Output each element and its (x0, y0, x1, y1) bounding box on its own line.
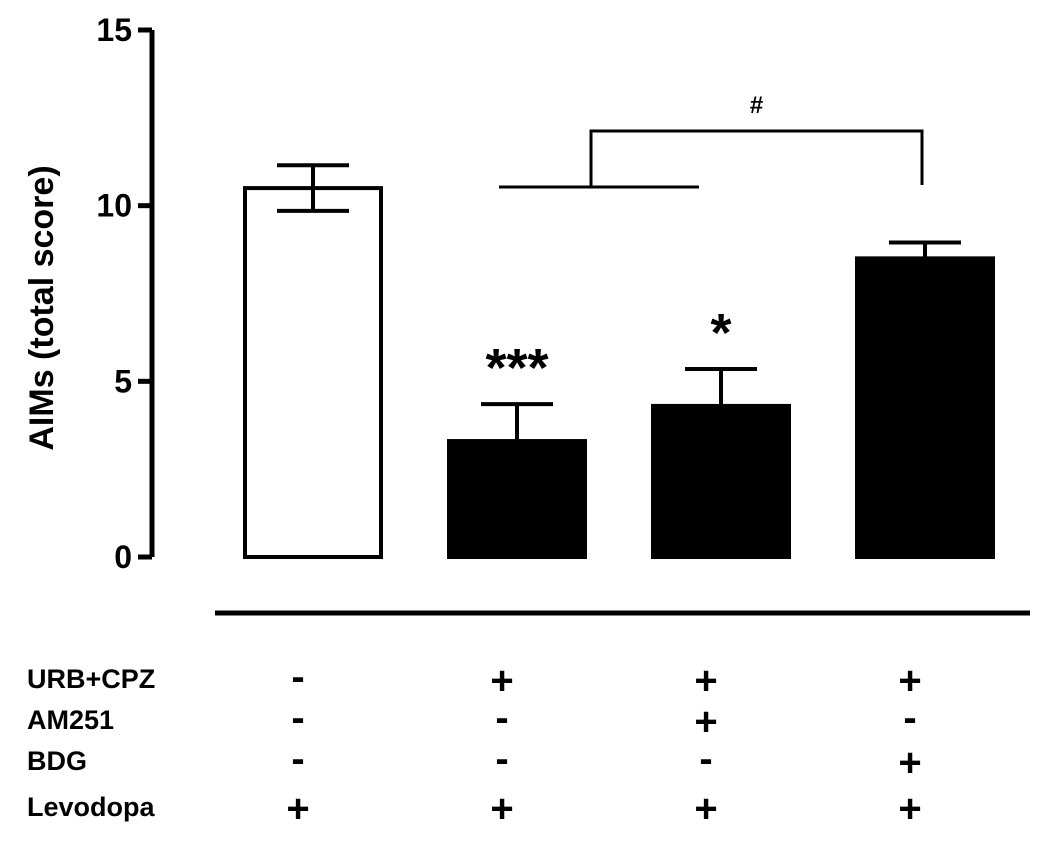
treatment-sign: + (694, 700, 717, 744)
bar (243, 186, 383, 559)
treatment-sign: - (903, 696, 916, 740)
y-axis-label: AIMs (total score) (23, 165, 61, 450)
significance-mark: * (710, 303, 731, 363)
treatment-label: Levodopa (27, 792, 155, 822)
treatment-sign: - (291, 655, 304, 699)
bracket-label: # (750, 92, 763, 119)
y-tick-label: 10 (96, 188, 132, 224)
bracket-path (589, 129, 924, 187)
treatment-sign: + (286, 787, 309, 831)
treatment-sign: + (898, 741, 921, 785)
treatment-sign: - (291, 737, 304, 781)
bar (855, 256, 995, 559)
treatment-table: URB+CPZ - + + +AM251- - + -BDG - - - +Levodopa + + + + (27, 655, 922, 831)
significance-annotations: **** (485, 303, 731, 398)
treatment-sign: + (898, 787, 921, 831)
treatment-sign: - (699, 737, 712, 781)
treatment-sign: + (490, 787, 513, 831)
y-tick-label: 0 (114, 539, 132, 575)
treatment-sign: + (898, 659, 921, 703)
bar (651, 403, 791, 559)
treatment-label: AM251 (27, 705, 114, 735)
treatment-sign: - (495, 737, 508, 781)
treatment-sign: + (694, 787, 717, 831)
treatment-sign: - (495, 696, 508, 740)
bars (243, 163, 995, 559)
treatment-label: URB+CPZ (27, 664, 155, 694)
y-tick-label: 5 (114, 363, 132, 399)
treatment-label: BDG (27, 746, 87, 776)
y-axis: 0 5 10 15 (96, 12, 155, 575)
comparison-bracket: # (499, 92, 924, 189)
y-axis-label-group: AIMs (total score) (23, 165, 61, 450)
treatment-sign: + (694, 659, 717, 703)
treatment-sign: + (490, 659, 513, 703)
y-tick-label: 15 (96, 12, 132, 48)
significance-mark: *** (485, 338, 548, 398)
treatment-sign: - (291, 696, 304, 740)
bar (447, 439, 587, 559)
